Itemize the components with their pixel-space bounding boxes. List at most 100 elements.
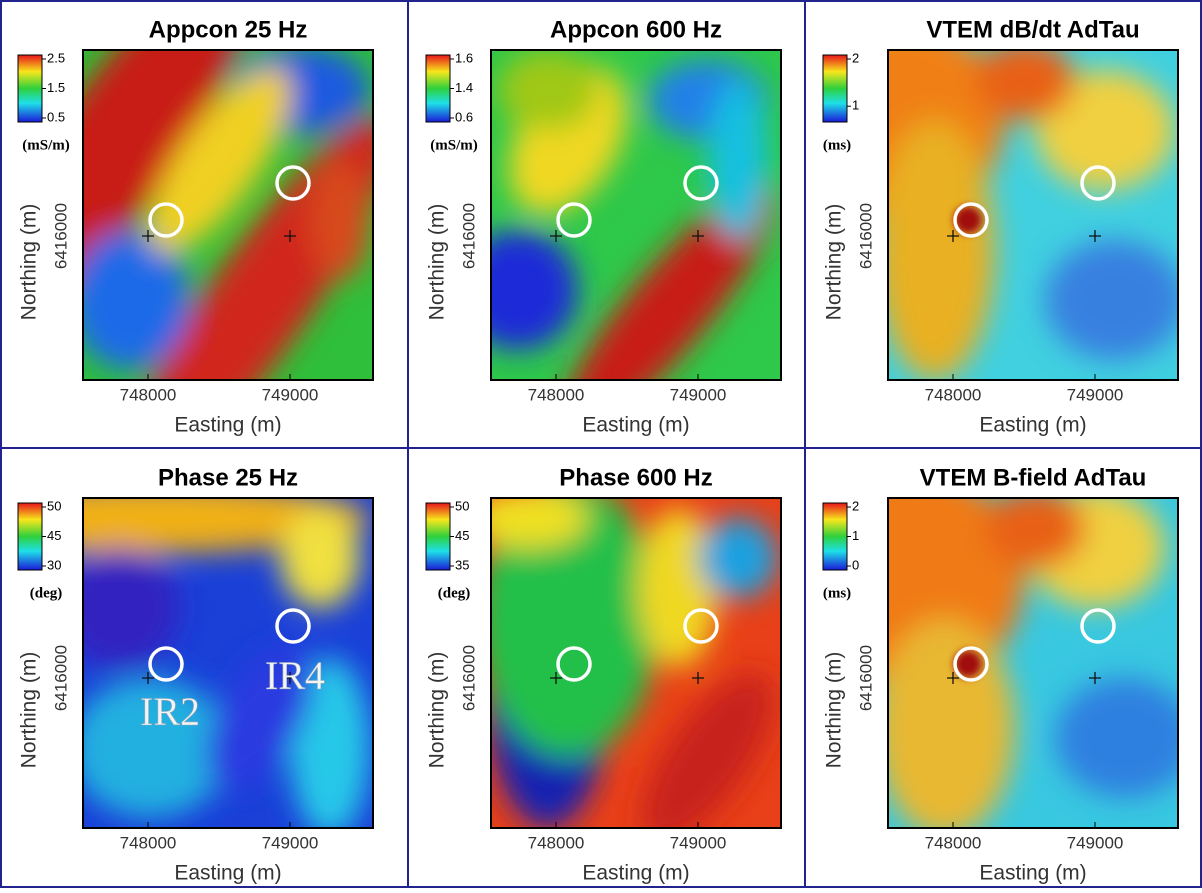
cross: [284, 672, 296, 684]
anomaly: [83, 678, 230, 818]
x-tick-label: 749000: [670, 385, 727, 404]
colorbar-unit: (deg): [30, 585, 63, 601]
panel: VTEM dB/dt AdTau 748000 749000 Easting (m) N…: [822, 16, 1179, 437]
y-tick-label: 6416000: [51, 203, 70, 269]
colorbar-unit: (mS/m): [430, 137, 478, 153]
panel-title: Appcon 25 Hz: [149, 16, 308, 43]
colorbar-unit: (ms): [823, 137, 851, 153]
x-tick-label: 749000: [1067, 833, 1124, 852]
x-axis-label: Easting (m): [979, 862, 1086, 885]
target-circle: [275, 608, 311, 644]
anomaly: [1055, 678, 1178, 798]
anomaly: [1045, 240, 1178, 360]
cross: [550, 672, 562, 684]
anomaly: [83, 548, 180, 668]
cross: [692, 672, 704, 684]
map-border: [490, 497, 782, 829]
colorbar-label: 35: [455, 557, 469, 572]
cross: [1089, 230, 1101, 242]
target-circle: [148, 202, 184, 238]
y-tick-label: 6416000: [459, 645, 478, 711]
panel-title: Phase 25 Hz: [158, 464, 298, 491]
map-border: [82, 497, 374, 829]
panel: Appcon 600 Hz 748000 749000 Easting (m) Nort…: [425, 16, 782, 437]
colorbar-label: 0.5: [47, 109, 65, 124]
target-circle: [953, 646, 989, 682]
y-axis-label: Northing (m): [426, 652, 449, 769]
x-axis-label: Easting (m): [979, 414, 1086, 437]
y-axis-label: Northing (m): [823, 204, 846, 321]
colorbar: [425, 502, 451, 571]
colorbar-label: 1.6: [455, 50, 473, 65]
target-circle: [683, 165, 719, 201]
anomaly: [560, 184, 776, 380]
colorbar-unit: (ms): [823, 585, 851, 601]
colorbar-label: 50: [455, 498, 469, 513]
x-tick-label: 748000: [528, 385, 585, 404]
map: [491, 498, 781, 828]
anomaly: [1035, 70, 1175, 190]
target-circle: [275, 165, 311, 201]
map: [491, 50, 781, 380]
anomaly: [954, 206, 982, 234]
y-axis-label: Northing (m): [18, 204, 41, 321]
x-tick-label: 748000: [925, 833, 982, 852]
map-texture: [83, 498, 370, 828]
anomaly: [888, 618, 1015, 828]
anomaly: [491, 498, 588, 548]
map: [83, 50, 373, 380]
target-circle: [1080, 608, 1116, 644]
cross: [284, 230, 296, 242]
y-tick-label: 6416000: [856, 203, 875, 269]
target-circle: [556, 646, 592, 682]
map-texture: [83, 50, 373, 380]
map-texture: [491, 50, 776, 380]
colorbar-label: 50: [47, 498, 61, 513]
colorbar-label: 45: [455, 528, 469, 543]
anomaly: [83, 50, 245, 308]
anomaly: [985, 498, 1085, 568]
x-axis-label: Easting (m): [174, 862, 281, 885]
colorbar: [425, 54, 451, 123]
anomaly: [491, 498, 658, 758]
x-axis-label: Easting (m): [582, 414, 689, 437]
colorbar-label: 0.6: [455, 109, 473, 124]
cross: [142, 230, 154, 242]
y-tick-label: 6416000: [51, 645, 70, 711]
cross: [692, 230, 704, 242]
anomaly: [708, 80, 768, 240]
anomaly: [954, 650, 982, 678]
panel-title: VTEM dB/dt AdTau: [926, 16, 1139, 43]
annotation: IR2: [140, 689, 200, 734]
anomaly: [498, 50, 598, 130]
map-texture: [491, 498, 778, 828]
colorbar-label: 2.5: [47, 50, 65, 65]
panel: Phase 600 Hz 748000 749000 Easting (m) North…: [425, 464, 782, 885]
anomaly: [888, 120, 995, 380]
colorbar-label: 30: [47, 557, 61, 572]
colorbar-unit: (deg): [438, 585, 471, 601]
x-tick-label: 749000: [262, 833, 319, 852]
anomaly: [148, 67, 292, 253]
map: [888, 50, 1178, 380]
colorbar: [17, 502, 43, 571]
anomaly: [638, 508, 718, 668]
map: [83, 498, 373, 828]
colorbar: [822, 502, 848, 571]
colorbar-label: 0: [852, 557, 859, 572]
anomaly: [83, 230, 190, 370]
panel-title: Appcon 600 Hz: [550, 16, 722, 43]
y-axis-label: Northing (m): [823, 652, 846, 769]
colorbar-label: 1: [852, 98, 859, 113]
cross: [550, 230, 562, 242]
x-tick-label: 748000: [925, 385, 982, 404]
colorbar-label: 2: [852, 498, 859, 513]
x-axis-label: Easting (m): [174, 414, 281, 437]
cross: [1089, 672, 1101, 684]
map-texture: [888, 50, 1178, 380]
y-axis-label: Northing (m): [18, 652, 41, 769]
anomaly: [641, 672, 775, 828]
x-tick-label: 748000: [120, 833, 177, 852]
